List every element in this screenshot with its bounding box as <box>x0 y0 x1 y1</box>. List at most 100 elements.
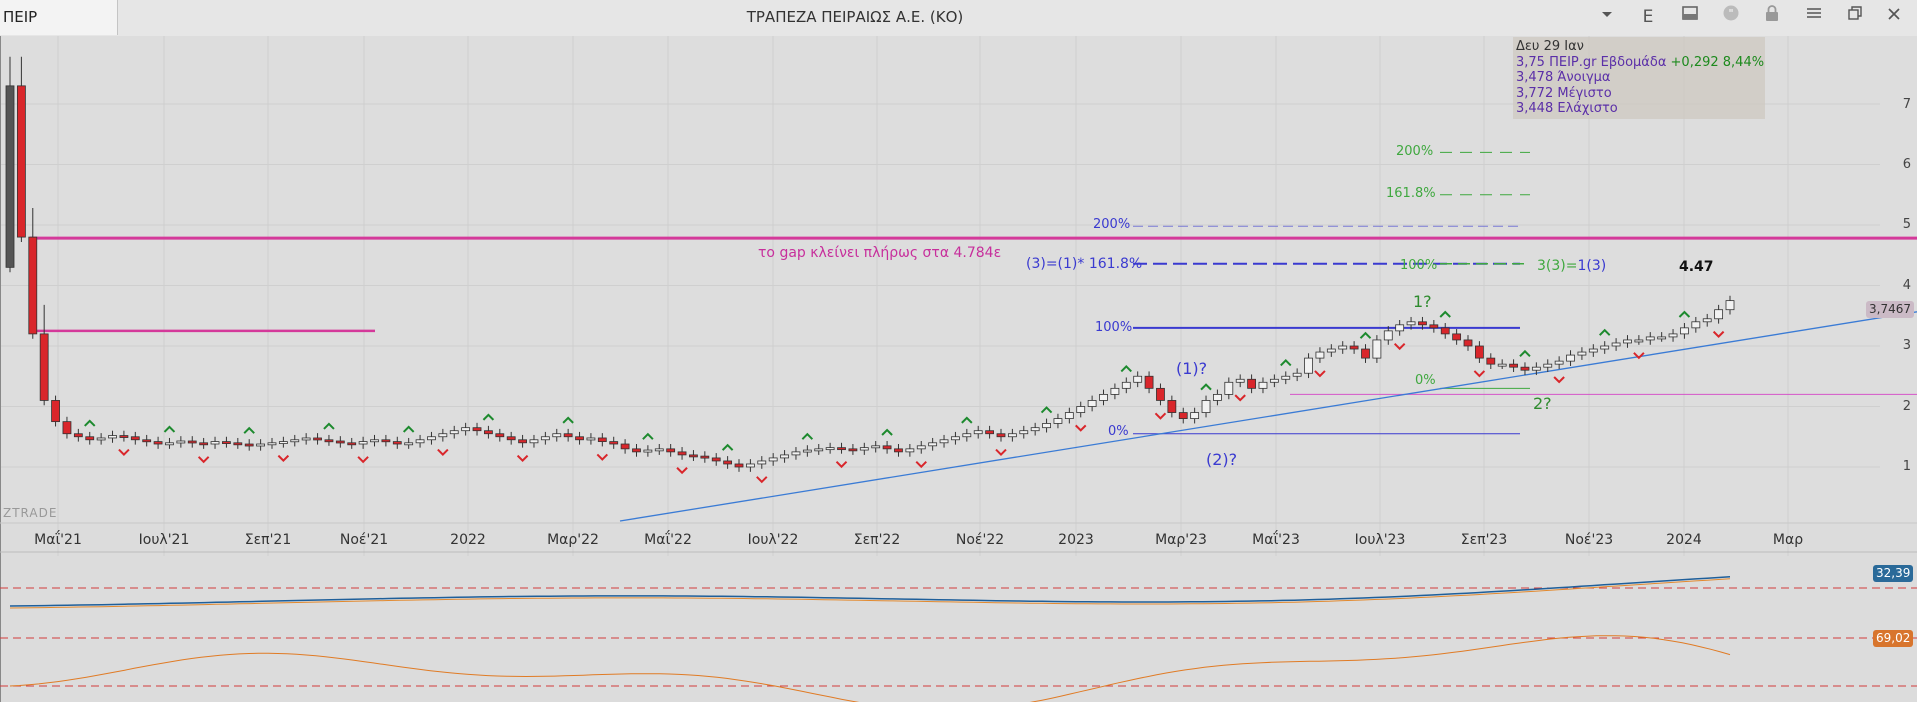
candle-down <box>1247 378 1256 389</box>
arrow-up-icon <box>1598 328 1611 336</box>
candle-up <box>928 442 938 447</box>
candle-down <box>1156 387 1165 401</box>
candle-up <box>1634 339 1644 343</box>
candle-up <box>1133 375 1143 383</box>
arrow-up-icon <box>1439 310 1451 318</box>
candle-down <box>882 445 892 450</box>
candle-down <box>518 439 527 444</box>
candle-up <box>951 436 960 441</box>
arrow-down-icon <box>1712 330 1725 339</box>
fib-blue-0: 0% <box>1108 424 1129 439</box>
candle-up <box>802 449 812 453</box>
candle-up <box>1623 339 1632 344</box>
arrow-down-icon <box>676 467 688 475</box>
candle-up <box>905 448 915 453</box>
candle-up <box>552 433 562 438</box>
candle-up <box>1190 412 1200 419</box>
arrow-down-icon <box>835 460 848 469</box>
arrow-up-icon <box>881 428 893 436</box>
menu-icon[interactable] <box>1796 0 1832 35</box>
candle-up <box>290 439 300 443</box>
candle-up <box>643 449 653 453</box>
candle-up <box>1224 381 1234 395</box>
candle-up <box>540 436 550 441</box>
candle-up <box>814 448 824 452</box>
y-tick: 1 <box>1902 459 1911 474</box>
symbol-tab[interactable]: ΠΕΙΡ <box>0 0 118 35</box>
y-tick: 7 <box>1902 97 1911 112</box>
candle-up <box>859 447 869 451</box>
arrow-up-icon <box>562 416 574 424</box>
wave3-blue-label: (3)=(1)* 161.8% <box>1026 256 1143 272</box>
candle-up <box>1087 400 1097 407</box>
candle-down <box>16 85 26 238</box>
candle-down <box>620 443 630 450</box>
candle-up <box>1714 309 1724 320</box>
lock-icon[interactable] <box>1754 0 1790 35</box>
y-tick: 2 <box>1902 399 1911 414</box>
arrow-down-icon <box>118 448 130 457</box>
candle-down <box>563 433 573 438</box>
arrow-down-icon <box>357 456 369 464</box>
x-tick: Νοέ'23 <box>1564 532 1614 548</box>
y-tick: 5 <box>1902 217 1911 232</box>
candle-up <box>529 439 539 444</box>
fib-green-200: 200% <box>1396 144 1434 159</box>
arrow-down-icon <box>1234 394 1246 402</box>
arrow-down-icon <box>1633 352 1645 360</box>
candle-down <box>894 448 903 453</box>
info-low: 3,448 Ελάχιστο <box>1516 101 1618 116</box>
candle-down <box>222 441 231 444</box>
candle-up <box>1064 412 1074 419</box>
candle-down <box>62 421 72 435</box>
candle-down <box>142 439 152 443</box>
candle-up <box>1315 351 1325 359</box>
candle-up <box>438 433 448 438</box>
layout-icon[interactable] <box>1672 0 1708 35</box>
x-tick: Ιουλ'22 <box>747 532 799 548</box>
candle-up <box>1292 372 1302 377</box>
wave1g-label: 1? <box>1413 292 1432 311</box>
svg-text:": " <box>1728 7 1733 20</box>
candle-down <box>677 451 687 456</box>
candle-up <box>1577 351 1587 356</box>
candle-up <box>1372 339 1382 359</box>
candle-up <box>1326 348 1336 353</box>
candle-down <box>381 439 391 443</box>
arrow-down-icon <box>197 456 210 464</box>
candle-up <box>1566 354 1575 362</box>
y-tick: 6 <box>1902 157 1911 172</box>
fib-blue-200: 200% <box>1093 217 1131 232</box>
close-icon[interactable] <box>1876 0 1912 35</box>
candle-up <box>415 439 425 444</box>
candle-down <box>39 333 49 401</box>
arrow-up-icon <box>163 425 176 433</box>
restore-icon[interactable] <box>1837 0 1873 35</box>
arrow-down-icon <box>915 460 927 469</box>
candle-down <box>1418 321 1427 326</box>
candle-up <box>1304 357 1313 374</box>
fib-green-100: 100% <box>1400 258 1438 273</box>
candle-down <box>609 441 619 445</box>
gap-annotation: το gap κλείνει πλήρως στα 4.784ε <box>758 245 1002 261</box>
candle-up <box>358 441 368 445</box>
arrow-down-icon <box>1473 370 1486 378</box>
candle-down <box>985 430 995 435</box>
candle-down <box>632 448 641 453</box>
arrow-down-icon <box>995 448 1007 457</box>
e-button[interactable]: E <box>1642 7 1654 27</box>
candle-up <box>1235 378 1245 383</box>
wave2-label: (2)? <box>1206 450 1238 469</box>
candle-down <box>700 455 710 459</box>
x-tick: Ιουλ'21 <box>138 532 190 548</box>
candle-down <box>711 457 721 462</box>
candle-up <box>1395 324 1405 332</box>
candle-up <box>267 442 277 446</box>
info-price: 3,75 ΠΕΙΡ.gr Εβδομάδα <box>1516 54 1667 70</box>
candle-up <box>301 437 311 441</box>
candle-up <box>1213 393 1222 401</box>
quote-icon[interactable]: " <box>1713 0 1749 35</box>
arrow-down-icon <box>596 453 609 461</box>
price-chart[interactable] <box>0 36 1917 702</box>
chevron-down-icon[interactable] <box>1589 0 1625 35</box>
